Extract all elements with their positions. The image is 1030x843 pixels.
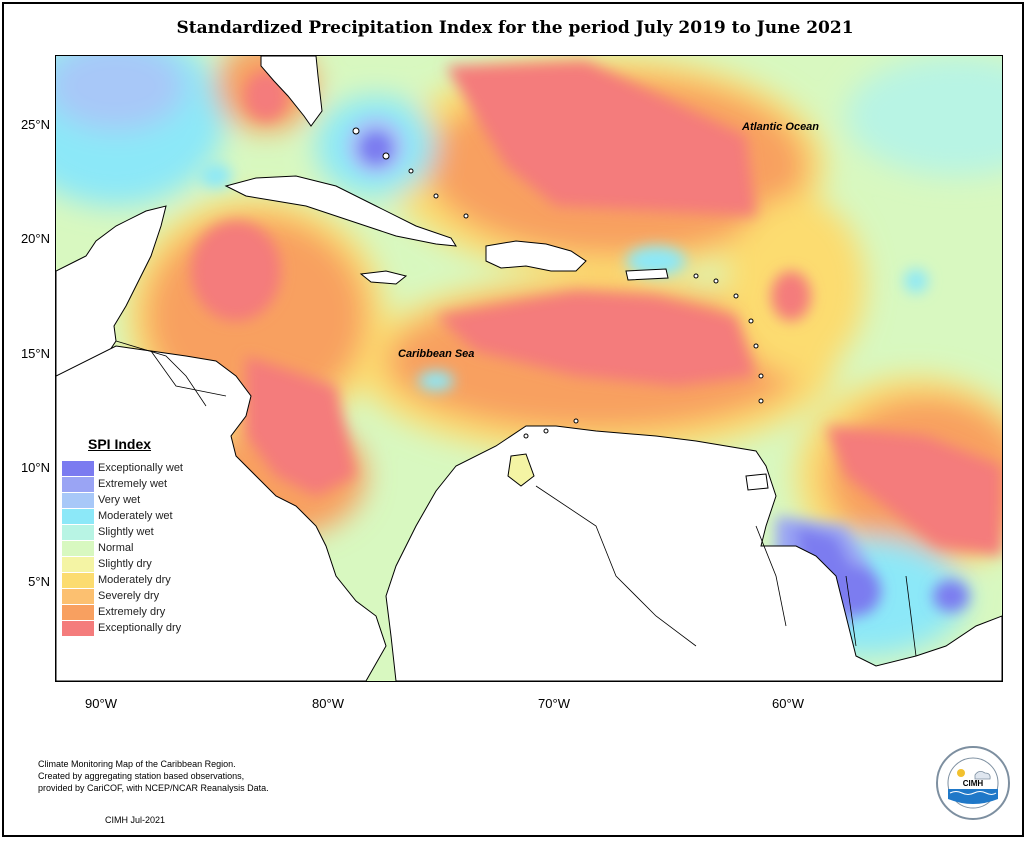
legend-item: Very wet xyxy=(62,492,212,508)
legend-label: Moderately dry xyxy=(98,574,171,586)
y-label-25n: 25°N xyxy=(20,117,50,132)
legend-swatch xyxy=(62,620,94,636)
legend-label: Severely dry xyxy=(98,590,160,602)
legend-label: Exceptionally dry xyxy=(98,622,182,634)
x-label-70w: 70°W xyxy=(538,696,570,711)
footer-line-2: Created by aggregating station based obs… xyxy=(38,771,245,781)
caribbean-sea-label: Caribbean Sea xyxy=(398,348,475,360)
legend-swatch xyxy=(62,588,94,604)
legend-item: Moderately dry xyxy=(62,572,212,588)
legend-swatch xyxy=(62,540,94,556)
legend-swatch xyxy=(62,476,94,492)
credit-line: CIMH Jul-2021 xyxy=(105,815,166,825)
spi-legend: SPI Index Exceptionally wet Extremely wet… xyxy=(62,436,212,636)
legend-items: Exceptionally wet Extremely wet Very wet Mo… xyxy=(62,460,212,636)
y-label-10n: 10°N xyxy=(20,460,50,475)
footer-notes: Climate Monitoring Map of the Caribbean … xyxy=(38,758,269,794)
legend-item: Extremely dry xyxy=(62,604,212,620)
y-label-15n: 15°N xyxy=(20,346,50,361)
legend-label: Moderately wet xyxy=(98,510,173,522)
legend-swatch xyxy=(62,460,94,476)
footer-line-1: Climate Monitoring Map of the Caribbean … xyxy=(38,759,236,769)
legend-item: Severely dry xyxy=(62,588,212,604)
x-label-80w: 80°W xyxy=(312,696,344,711)
cimh-logo-text: CIMH xyxy=(963,779,984,788)
spi-map: Atlantic Ocean Caribbean Sea xyxy=(55,55,1003,682)
legend-label: Slightly wet xyxy=(98,526,154,538)
legend-item: Normal xyxy=(62,540,212,556)
legend-label: Normal xyxy=(98,542,134,554)
cimh-logo-icon: CIMH xyxy=(936,746,1010,820)
legend-swatch xyxy=(62,524,94,540)
map-title: Standardized Precipitation Index for the… xyxy=(176,18,854,38)
legend-label: Slightly dry xyxy=(98,558,152,570)
legend-swatch xyxy=(62,508,94,524)
footer-line-3: provided by CariCOF, with NCEP/NCAR Rean… xyxy=(38,783,269,793)
legend-item: Slightly wet xyxy=(62,524,212,540)
legend-title: SPI Index xyxy=(88,436,152,452)
y-label-5n: 5°N xyxy=(28,574,50,589)
legend-item: Moderately wet xyxy=(62,508,212,524)
legend-item: Extremely wet xyxy=(62,476,212,492)
x-label-90w: 90°W xyxy=(85,696,117,711)
legend-item: Exceptionally dry xyxy=(62,620,212,636)
legend-swatch xyxy=(62,492,94,508)
legend-swatch xyxy=(62,604,94,620)
map-canvas xyxy=(56,56,1002,681)
legend-swatch xyxy=(62,572,94,588)
cimh-logo: CIMH xyxy=(935,745,1011,821)
legend-label: Extremely dry xyxy=(98,606,166,618)
legend-label: Extremely wet xyxy=(98,478,168,490)
legend-swatch xyxy=(62,556,94,572)
x-label-60w: 60°W xyxy=(772,696,804,711)
legend-label: Exceptionally wet xyxy=(98,462,183,474)
legend-item: Slightly dry xyxy=(62,556,212,572)
y-label-20n: 20°N xyxy=(20,231,50,246)
atlantic-ocean-label: Atlantic Ocean xyxy=(742,121,820,133)
legend-label: Very wet xyxy=(98,494,141,506)
legend-item: Exceptionally wet xyxy=(62,460,212,476)
